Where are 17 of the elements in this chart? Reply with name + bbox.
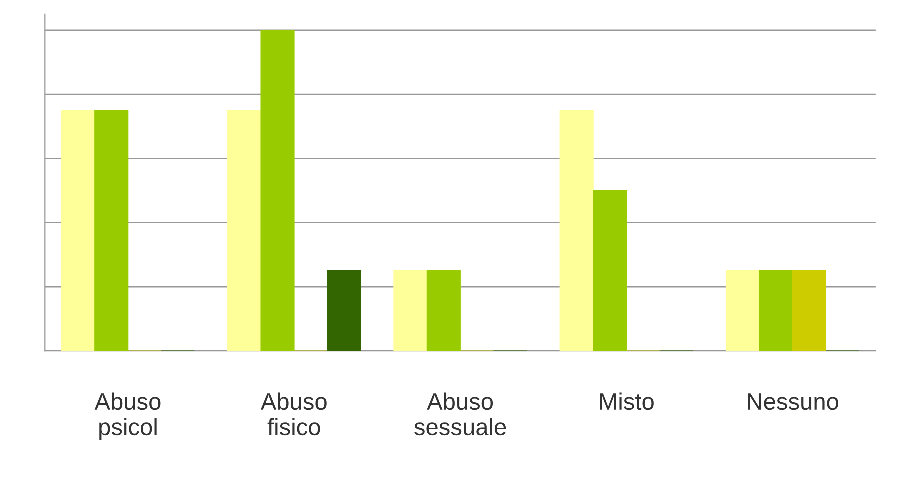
bar <box>426 270 461 352</box>
bar <box>759 270 794 352</box>
bar <box>726 270 760 352</box>
bar <box>327 270 362 352</box>
x-tick-label: Misto <box>600 392 654 410</box>
x-tick-label: Nessuno <box>748 394 838 410</box>
x-tick-label: Abuso sessuale <box>414 392 506 436</box>
bar <box>227 110 262 352</box>
bar <box>593 190 628 352</box>
bar <box>61 110 96 352</box>
bar <box>260 30 295 352</box>
bar <box>394 270 428 352</box>
x-tick-label: Abuso psicol <box>94 392 161 440</box>
bar <box>94 110 129 352</box>
bar <box>792 270 826 352</box>
bar <box>560 110 594 352</box>
x-tick-label: Abuso fisico <box>260 392 327 436</box>
